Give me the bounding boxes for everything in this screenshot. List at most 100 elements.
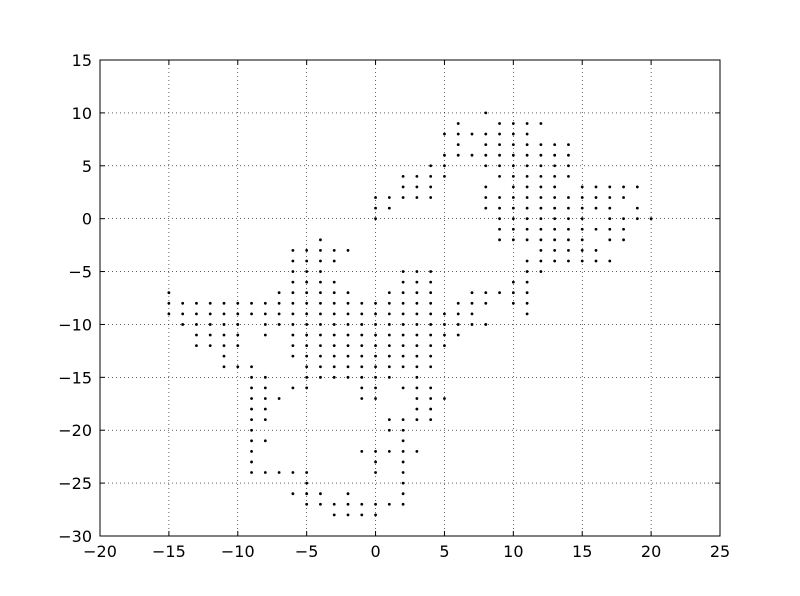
scatter-point bbox=[511, 185, 515, 189]
scatter-point bbox=[594, 185, 598, 189]
scatter-point bbox=[332, 291, 336, 295]
x-tick-label: 5 bbox=[439, 542, 449, 561]
scatter-point bbox=[291, 301, 295, 305]
scatter-point bbox=[429, 418, 433, 422]
scatter-point bbox=[319, 301, 322, 305]
scatter-point bbox=[443, 344, 446, 347]
scatter-point bbox=[511, 196, 515, 199]
scatter-point bbox=[415, 449, 419, 453]
scatter-point bbox=[622, 217, 625, 221]
scatter-point bbox=[401, 439, 405, 443]
scatter-point bbox=[305, 270, 309, 273]
scatter-point bbox=[525, 196, 529, 199]
scatter-point bbox=[401, 301, 405, 305]
scatter-point bbox=[319, 344, 322, 347]
scatter-point bbox=[374, 471, 377, 474]
scatter-point bbox=[401, 471, 405, 474]
scatter-point bbox=[429, 270, 433, 273]
scatter-point bbox=[415, 174, 419, 178]
scatter-point bbox=[470, 291, 474, 295]
x-tick-label: 25 bbox=[710, 542, 730, 561]
scatter-point bbox=[346, 492, 350, 496]
scatter-point bbox=[346, 249, 350, 252]
scatter-point bbox=[263, 397, 267, 400]
scatter-point bbox=[594, 227, 598, 231]
scatter-point bbox=[567, 143, 570, 147]
plot-area-background bbox=[100, 60, 720, 536]
scatter-point bbox=[319, 238, 322, 242]
scatter-point bbox=[567, 164, 570, 168]
scatter-point bbox=[401, 174, 405, 178]
scatter-point bbox=[250, 418, 253, 422]
scatter-point bbox=[470, 153, 474, 157]
scatter-point bbox=[346, 301, 350, 305]
scatter-point bbox=[415, 354, 419, 358]
scatter-point bbox=[415, 291, 419, 295]
scatter-point bbox=[580, 259, 584, 263]
scatter-point bbox=[401, 291, 405, 295]
scatter-point bbox=[470, 132, 474, 136]
scatter-point bbox=[608, 196, 612, 199]
scatter-point bbox=[443, 312, 446, 316]
scatter-point bbox=[539, 143, 543, 147]
scatter-point bbox=[387, 323, 391, 326]
scatter-point bbox=[167, 301, 171, 305]
scatter-point bbox=[415, 344, 419, 347]
scatter-point bbox=[387, 333, 391, 337]
scatter-point bbox=[208, 344, 212, 347]
scatter-point bbox=[401, 418, 405, 422]
tick-labels: −20 −15 −10 −5 0 5 10 15 20 25 −30 −25 −20 −15 −10 −5 0 5… bbox=[58, 51, 730, 561]
scatter-point bbox=[456, 143, 460, 147]
scatter-point bbox=[374, 365, 377, 369]
scatter-point bbox=[374, 217, 377, 221]
scatter-point bbox=[511, 153, 515, 157]
scatter-point bbox=[429, 280, 433, 284]
scatter-point bbox=[346, 365, 350, 369]
scatter-point bbox=[319, 270, 322, 273]
scatter-point bbox=[291, 312, 295, 316]
scatter-point bbox=[622, 238, 625, 242]
y-tick-label: 5 bbox=[82, 157, 92, 176]
scatter-point bbox=[387, 291, 391, 295]
scatter-point bbox=[387, 206, 391, 210]
scatter-point bbox=[360, 375, 364, 379]
scatter-point bbox=[360, 333, 364, 337]
y-tick-label: 10 bbox=[72, 104, 92, 123]
scatter-point bbox=[332, 280, 336, 284]
scatter-point bbox=[415, 365, 419, 369]
scatter-point bbox=[498, 132, 501, 136]
scatter-point bbox=[346, 312, 350, 316]
scatter-point bbox=[374, 386, 377, 390]
scatter-point bbox=[539, 259, 543, 263]
scatter-point bbox=[443, 323, 446, 326]
scatter-point bbox=[263, 333, 267, 337]
scatter-point bbox=[222, 365, 226, 369]
scatter-point bbox=[250, 471, 253, 474]
scatter-point bbox=[443, 174, 446, 178]
scatter-point bbox=[553, 227, 557, 231]
scatter-point bbox=[250, 428, 253, 432]
scatter-point bbox=[401, 481, 405, 485]
scatter-point bbox=[360, 301, 364, 305]
scatter-point bbox=[539, 238, 543, 242]
scatter-point bbox=[208, 301, 212, 305]
scatter-point bbox=[332, 333, 336, 337]
scatter-point bbox=[498, 164, 501, 168]
scatter-point bbox=[319, 280, 322, 284]
scatter-point bbox=[319, 354, 322, 358]
scatter-point bbox=[415, 323, 419, 326]
scatter-point bbox=[511, 164, 515, 168]
scatter-point bbox=[263, 407, 267, 411]
scatter-point bbox=[401, 333, 405, 337]
scatter-point bbox=[374, 460, 377, 464]
scatter-point bbox=[222, 333, 226, 337]
scatter-point bbox=[429, 344, 433, 347]
scatter-point bbox=[374, 206, 377, 210]
x-tick-label: −15 bbox=[152, 542, 186, 561]
scatter-point bbox=[429, 407, 433, 411]
scatter-point bbox=[429, 185, 433, 189]
scatter-point bbox=[263, 301, 267, 305]
scatter-point bbox=[291, 291, 295, 295]
scatter-point bbox=[525, 238, 529, 242]
scatter-point bbox=[470, 323, 474, 326]
